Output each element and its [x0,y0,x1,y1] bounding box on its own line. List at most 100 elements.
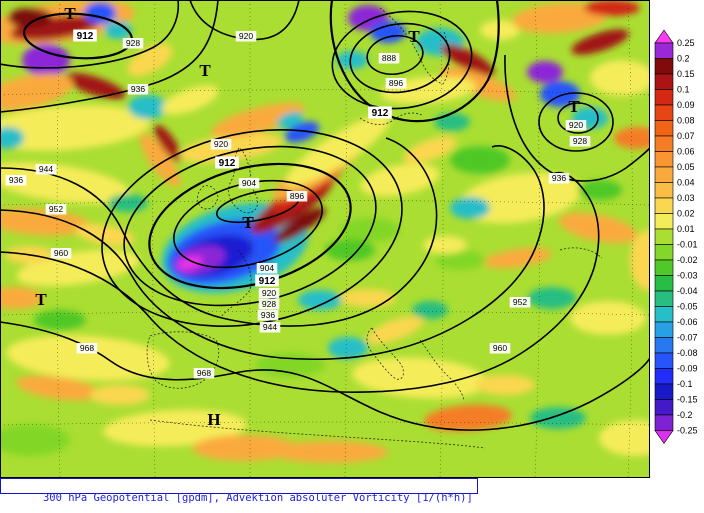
contour-label: 936 [552,173,566,183]
contour-label: 936 [9,175,23,185]
advection-blob [434,113,470,131]
contour-label: 888 [382,53,396,63]
contour-label-box [76,343,98,354]
contour-label-box [256,263,278,274]
legend-tick-label: -0.09 [677,364,698,374]
legend-color-cell [654,213,674,230]
graticule-line [439,0,444,478]
geopotential-contour [101,129,403,327]
contour-label-box [50,248,72,259]
geopotential-contour [0,0,180,69]
legend-arrow-top [654,29,674,44]
legend-tick-label: -0.06 [677,317,698,327]
advection-blob [90,385,150,405]
advection-blob [340,289,396,307]
contour-label: 944 [263,322,277,332]
legend-tick-label: -0.07 [677,333,698,343]
legend-tick-label: 0.07 [677,131,695,141]
advection-blob [34,310,86,330]
advection-blob [177,255,203,271]
contour-label-box [210,139,232,150]
caption-area: 300 hPa Geopotential [gpdm], Advektion a… [0,478,704,513]
geopotential-contour [173,179,323,269]
contour-label-box [122,38,144,49]
map-svg: 9129289209369449369529609689689209129048… [0,0,650,478]
geopotential-contour [0,171,600,393]
legend-color-cell [654,321,674,338]
contour-label: 912 [372,108,389,119]
contour-label: 936 [131,84,145,94]
coastline [559,247,603,259]
advection-blob [424,404,512,432]
legend-color-cell [654,290,674,307]
map-frame [0,0,650,478]
legend-tick-label: 0.06 [677,147,695,157]
advection-blob [0,424,70,456]
legend-tick-label: 0.1 [677,85,690,95]
graticule-line [344,0,347,478]
low-pressure-marker: T [242,213,254,232]
advection-blob [441,43,495,77]
contour-label-box [238,178,260,189]
advection-blob [161,85,219,115]
advection-blob [128,95,168,119]
contour-label-box [509,297,531,308]
legend-tick-label: -0.1 [677,379,693,389]
advection-blob [127,43,173,77]
legend-color-cell [654,120,674,137]
legend-color-cell [654,182,674,199]
advection-blob [274,207,326,243]
geopotential-contour [331,10,473,110]
legend-tick-label: 0.01 [677,224,695,234]
advection-blob [584,0,640,16]
advection-blob [0,208,90,236]
advection-blob [480,20,520,40]
advection-blob [475,375,535,395]
advection-blob [630,230,650,290]
legend-arrow-bottom [654,430,674,445]
advection-blob [450,197,490,219]
geopotential-contour [329,0,500,123]
advection-blob [8,8,52,28]
legend-tick-label: -0.01 [677,240,698,250]
advection-blob [370,21,406,43]
legend-tick-label: -0.15 [677,395,698,405]
contour-label-box [259,322,281,333]
advection-blob [435,250,485,270]
legend-color-cell [654,383,674,400]
contour-label: 920 [262,288,276,298]
contour-label-box [73,29,97,42]
advection-blob [328,337,368,359]
contour-label-box [255,274,279,287]
coastline [219,249,252,319]
advection-blob [0,162,130,204]
legend-color-cell [654,151,674,168]
legend-color-cell [654,58,674,75]
graticule-line [152,0,156,478]
contour-label-box [548,173,570,184]
advection-blob [211,103,305,137]
advection-blob [336,51,368,69]
contour-label-box [235,31,257,42]
advection-blob [193,435,297,461]
legend-tick-label: -0.02 [677,255,698,265]
geopotential-contour [366,34,424,76]
legend-color-cell [654,399,674,416]
contour-label-layer: 9129289209369449369529609689689209129048… [5,29,591,379]
legend-tick-label: 0.2 [677,54,690,64]
legend-tick-label: -0.25 [677,426,698,436]
geopotential-contour [538,92,614,152]
contour-label: 944 [39,164,53,174]
coastline [419,339,465,401]
graticule-line [627,0,633,478]
contour-label: 952 [49,204,63,214]
advection-blob [6,335,170,381]
advection-blob [75,223,135,247]
legend-tick-label: 0.09 [677,100,695,110]
legend-color-cell [654,73,674,90]
geopotential-contour [0,0,219,113]
contour-label: 912 [219,158,236,169]
advection-blob [284,121,320,143]
advection-blob [0,287,43,309]
contour-label-box [489,343,511,354]
